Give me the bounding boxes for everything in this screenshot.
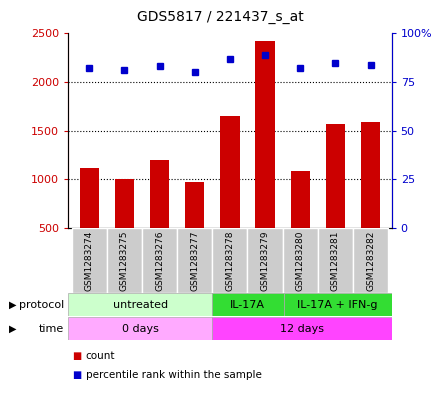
Bar: [318, 228, 353, 293]
Text: GSM1283279: GSM1283279: [260, 230, 270, 290]
Text: GSM1283276: GSM1283276: [155, 230, 164, 290]
Text: GSM1283280: GSM1283280: [296, 230, 305, 290]
Text: ▶: ▶: [9, 299, 16, 310]
Bar: [212, 293, 284, 316]
Bar: [150, 160, 169, 228]
Text: GSM1283275: GSM1283275: [120, 230, 129, 290]
Text: GSM1283274: GSM1283274: [85, 230, 94, 290]
Bar: [80, 168, 99, 228]
Bar: [68, 293, 212, 316]
Text: ■: ■: [73, 351, 82, 361]
Bar: [115, 179, 134, 228]
Text: time: time: [39, 323, 64, 334]
Bar: [290, 171, 310, 228]
Bar: [282, 228, 318, 293]
Bar: [72, 228, 107, 293]
Text: ■: ■: [73, 370, 82, 380]
Text: IL-17A: IL-17A: [231, 299, 265, 310]
Bar: [213, 228, 247, 293]
Text: 0 days: 0 days: [121, 323, 158, 334]
Bar: [142, 228, 177, 293]
Bar: [284, 293, 392, 316]
Text: GSM1283277: GSM1283277: [190, 230, 199, 290]
Bar: [326, 124, 345, 228]
Text: protocol: protocol: [18, 299, 64, 310]
Bar: [185, 182, 205, 228]
Bar: [68, 317, 212, 340]
Bar: [107, 228, 142, 293]
Bar: [177, 228, 213, 293]
Text: ▶: ▶: [9, 323, 16, 334]
Text: untreated: untreated: [113, 299, 168, 310]
Bar: [255, 41, 275, 228]
Text: GDS5817 / 221437_s_at: GDS5817 / 221437_s_at: [137, 10, 303, 24]
Bar: [247, 228, 282, 293]
Text: 12 days: 12 days: [280, 323, 324, 334]
Bar: [220, 116, 239, 228]
Bar: [212, 317, 392, 340]
Text: GSM1283278: GSM1283278: [225, 230, 235, 290]
Text: count: count: [86, 351, 115, 361]
Text: GSM1283282: GSM1283282: [366, 230, 375, 290]
Text: percentile rank within the sample: percentile rank within the sample: [86, 370, 262, 380]
Bar: [353, 228, 388, 293]
Text: IL-17A + IFN-g: IL-17A + IFN-g: [297, 299, 378, 310]
Text: GSM1283281: GSM1283281: [331, 230, 340, 290]
Bar: [361, 122, 380, 228]
